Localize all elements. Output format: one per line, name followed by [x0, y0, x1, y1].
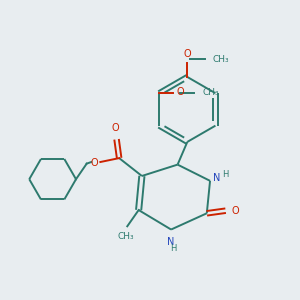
Text: H: H: [170, 244, 177, 253]
Text: O: O: [232, 206, 239, 216]
Text: N: N: [167, 237, 174, 247]
Text: O: O: [177, 87, 184, 97]
Text: H: H: [222, 170, 229, 179]
Text: CH₃: CH₃: [202, 88, 219, 97]
Text: O: O: [112, 123, 119, 133]
Text: O: O: [91, 158, 98, 168]
Text: CH₃: CH₃: [117, 232, 134, 241]
Text: CH₃: CH₃: [212, 55, 229, 64]
Text: N: N: [213, 173, 220, 183]
Text: O: O: [184, 49, 191, 59]
